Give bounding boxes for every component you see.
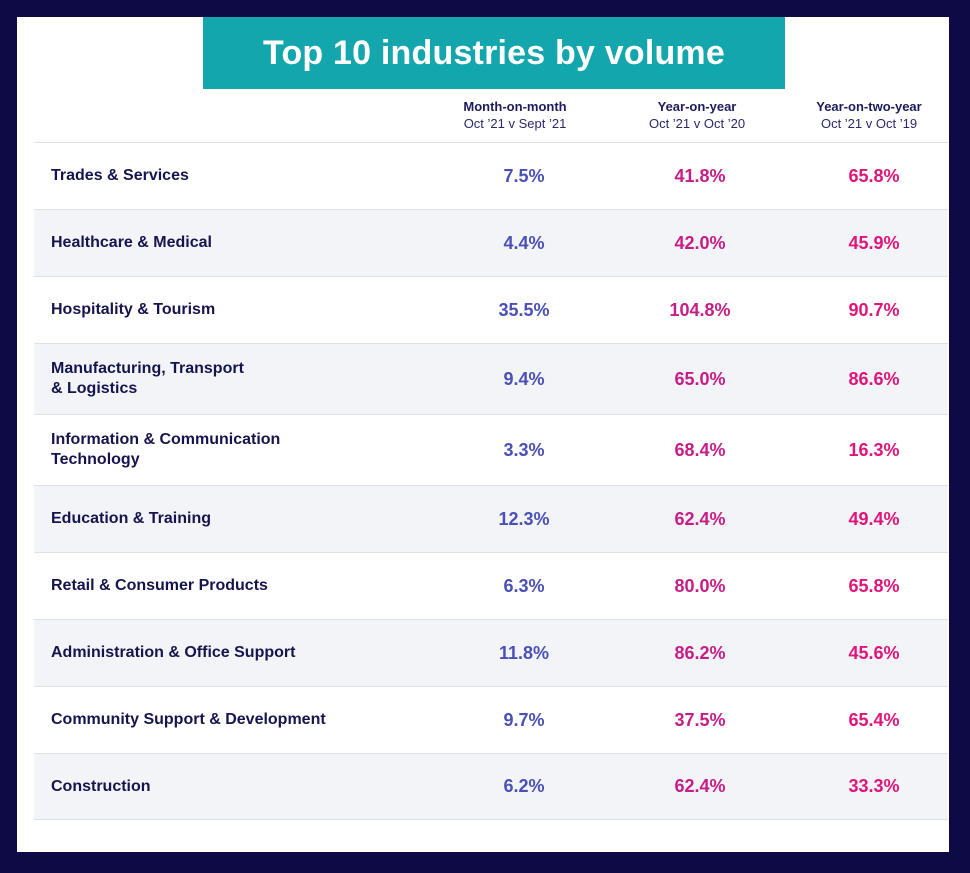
industry-label: Hospitality & Tourism xyxy=(51,301,216,318)
table-row: Healthcare & Medical 4.4% 42.0% 45.9% xyxy=(34,209,948,276)
table-row: Administration & Office Support 11.8% 86.2… xyxy=(34,619,948,686)
year-on-two-year-value: 45.6% xyxy=(848,642,900,663)
column-header-name: Month-on-month xyxy=(463,99,567,114)
year-on-year-value: 65.0% xyxy=(674,368,726,389)
year-on-year-value: 62.4% xyxy=(674,508,726,529)
month-on-month-value: 11.8% xyxy=(498,642,550,663)
month-on-month-value: 4.4% xyxy=(503,232,545,253)
industry-label: Healthcare & Medical xyxy=(51,234,212,251)
column-header-sub: Oct ’21 v Oct ’20 xyxy=(648,116,746,131)
table-row: Manufacturing, Transport & Logistics 9.4%… xyxy=(34,343,948,414)
year-on-year-value: 42.0% xyxy=(674,232,726,253)
industry-label: Education & Training xyxy=(51,510,212,527)
column-header-sub: Oct ’21 v Oct ’19 xyxy=(820,116,918,131)
year-on-two-year-value: 65.4% xyxy=(848,709,900,730)
table-row: Education & Training 12.3% 62.4% 49.4% xyxy=(34,485,948,552)
year-on-two-year-value: 65.8% xyxy=(848,165,900,186)
column-header-year-on-two-year: Year-on-two-year Oct ’21 v Oct ’19 xyxy=(769,98,969,132)
table-row: Construction 6.2% 62.4% 33.3% xyxy=(34,753,948,820)
industry-label: Community Support & Development xyxy=(51,711,326,728)
month-on-month-value: 9.4% xyxy=(503,368,545,389)
year-on-two-year-value: 86.6% xyxy=(848,368,900,389)
year-on-two-year-value: 90.7% xyxy=(848,299,900,320)
table-row: Hospitality & Tourism 35.5% 104.8% 90.7% xyxy=(34,276,948,343)
year-on-year-value: 37.5% xyxy=(674,709,726,730)
month-on-month-value: 6.3% xyxy=(503,575,545,596)
industry-label: Construction xyxy=(51,777,151,795)
year-on-year-value: 62.4% xyxy=(674,776,726,796)
year-on-year-value: 80.0% xyxy=(674,575,726,596)
table-row: Trades & Services 7.5% 41.8% 65.8% xyxy=(34,142,948,209)
month-on-month-value: 6.2% xyxy=(503,776,545,796)
industry-label: Administration & Office Support xyxy=(51,644,296,661)
year-on-year-value: 104.8% xyxy=(669,299,731,320)
industry-label: Trades & Services xyxy=(51,167,189,184)
month-on-month-value: 7.5% xyxy=(503,165,545,186)
column-header-name: Year-on-year xyxy=(657,99,737,114)
year-on-year-value: 41.8% xyxy=(674,165,726,186)
table-panel: Top 10 industries by volume Month-on-mon… xyxy=(17,17,949,852)
month-on-month-value: 9.7% xyxy=(503,709,545,730)
table-row: Retail & Consumer Products 6.3% 80.0% 65.8% xyxy=(34,552,948,619)
year-on-year-value: 68.4% xyxy=(674,439,726,460)
year-on-two-year-value: 49.4% xyxy=(848,508,900,529)
chart-title: Top 10 industries by volume xyxy=(203,17,785,89)
table-row: Information & Communication Technology 3.… xyxy=(34,414,948,485)
year-on-two-year-value: 65.8% xyxy=(848,575,900,596)
industry-label: Retail & Consumer Products xyxy=(51,577,268,594)
industry-label: Manufacturing, Transport & Logistics xyxy=(51,360,244,397)
industry-label: Information & Communication Technology xyxy=(51,431,281,468)
year-on-two-year-value: 45.9% xyxy=(848,232,900,253)
month-on-month-value: 12.3% xyxy=(498,508,550,529)
year-on-year-value: 86.2% xyxy=(674,642,726,663)
column-header-month-on-month: Month-on-month Oct ’21 v Sept ’21 xyxy=(415,98,615,132)
month-on-month-value: 35.5% xyxy=(498,299,550,320)
column-header-name: Year-on-two-year xyxy=(816,99,922,114)
table-row: Community Support & Development 9.7% 37.5%… xyxy=(34,686,948,753)
table-body: Trades & Services 7.5% 41.8% 65.8% Healthcar… xyxy=(34,142,948,820)
year-on-two-year-value: 33.3% xyxy=(848,776,900,796)
column-header-year-on-year: Year-on-year Oct ’21 v Oct ’20 xyxy=(597,98,797,132)
year-on-two-year-value: 16.3% xyxy=(848,439,900,460)
month-on-month-value: 3.3% xyxy=(503,439,545,460)
column-header-sub: Oct ’21 v Sept ’21 xyxy=(463,116,567,131)
